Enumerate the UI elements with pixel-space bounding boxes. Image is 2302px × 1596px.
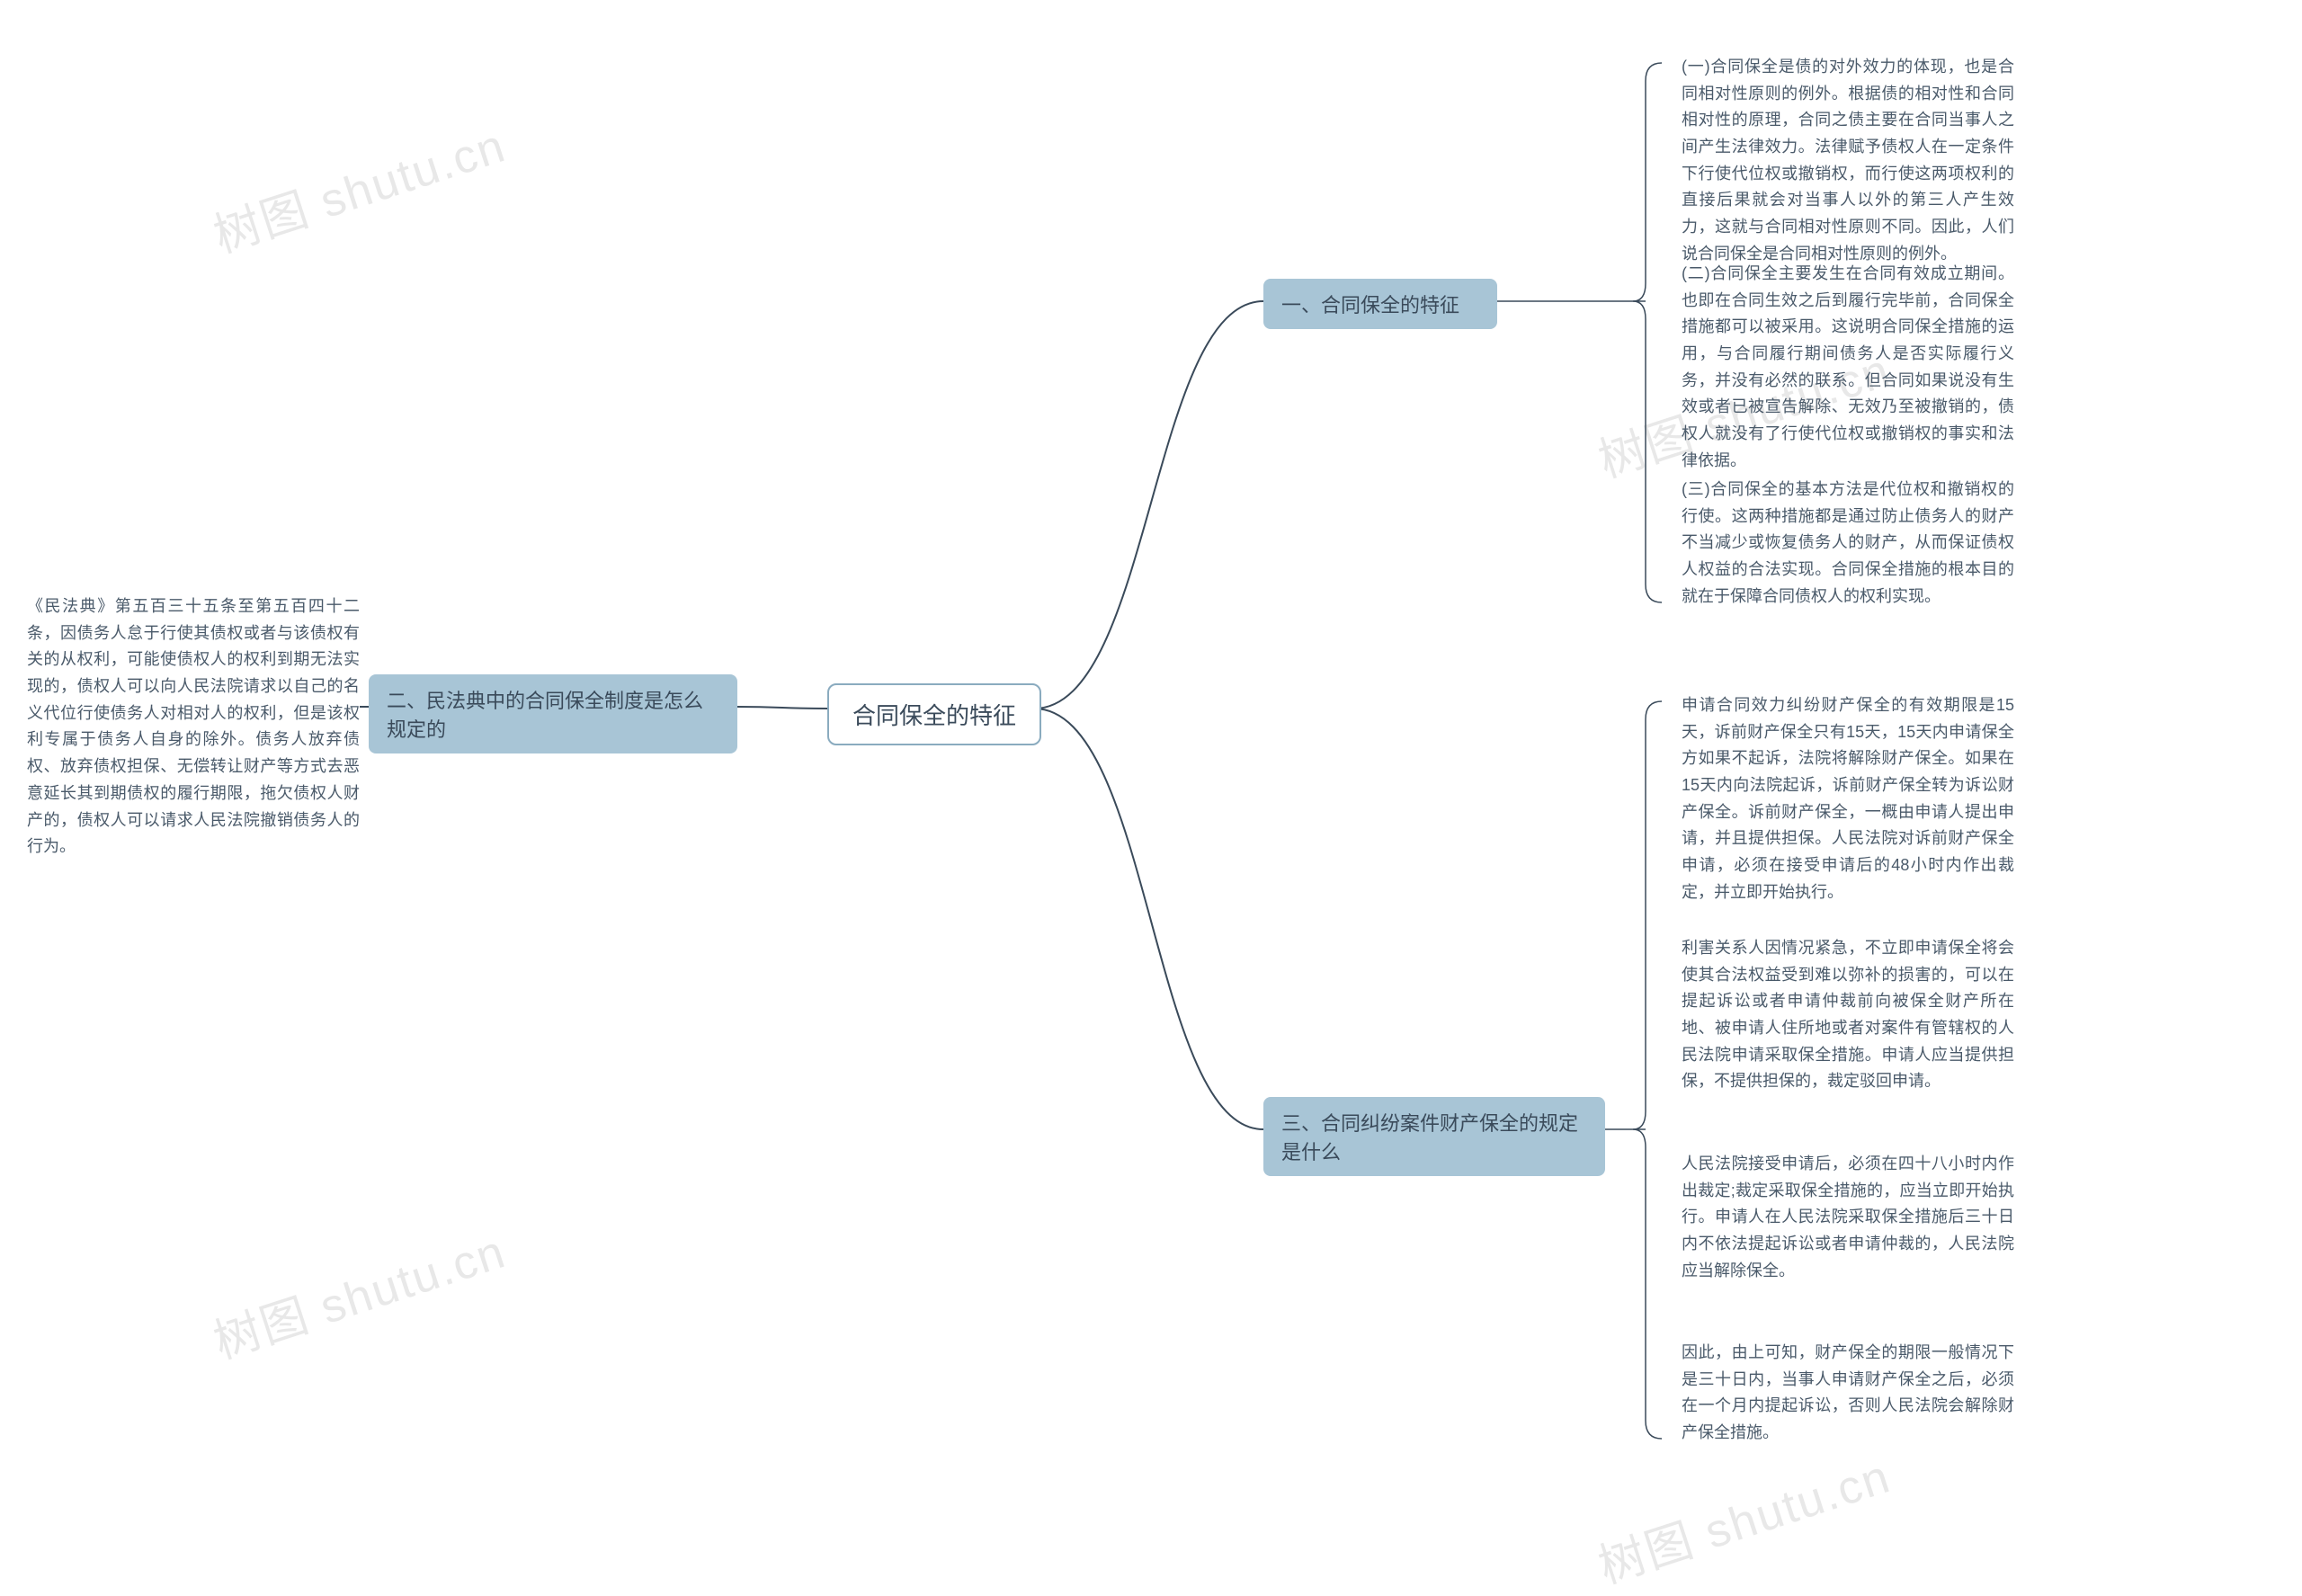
leaf-2-1: 《民法典》第五百三十五条至第五百四十二条，因债务人怠于行使其债权或者与该债权有关… <box>27 593 360 860</box>
leaf-3-2: 利害关系人因情况紧急，不立即申请保全将会使其合法权益受到难以弥补的损害的，可以在… <box>1682 935 2014 1095</box>
watermark: 树图 shutu.cn <box>1589 1439 1898 1596</box>
leaf-3-3: 人民法院接受申请后，必须在四十八小时内作出裁定;裁定采取保全措施的，应当立即开始… <box>1682 1151 2014 1284</box>
watermark: 树图 shutu.cn <box>204 108 513 265</box>
branch-3-label: 三、合同纠纷案件财产保全的规定是什么 <box>1281 1112 1578 1164</box>
leaf-1-3: (三)合同保全的基本方法是代位权和撤销权的行使。这两种措施都是通过防止债务人的财… <box>1682 477 2014 610</box>
branch-node-3: 三、合同纠纷案件财产保全的规定是什么 <box>1263 1097 1605 1176</box>
leaf-1-1: (一)合同保全是债的对外效力的体现，也是合同相对性原则的例外。根据债的相对性和合… <box>1682 54 2014 268</box>
branch-node-1: 一、合同保全的特征 <box>1263 279 1497 329</box>
leaf-3-4: 因此，由上可知，财产保全的期限一般情况下是三十日内，当事人申请财产保全之后，必须… <box>1682 1340 2014 1447</box>
leaf-1-2: (二)合同保全主要发生在合同有效成立期间。也即在合同生效之后到履行完毕前，合同保… <box>1682 261 2014 475</box>
root-node: 合同保全的特征 <box>827 683 1041 745</box>
branch-2-label: 二、民法典中的合同保全制度是怎么规定的 <box>387 690 703 741</box>
branch-1-label: 一、合同保全的特征 <box>1281 294 1459 317</box>
watermark: 树图 shutu.cn <box>204 1214 513 1371</box>
leaf-3-1: 申请合同效力纠纷财产保全的有效期限是15天，诉前财产保全只有15天，15天内申请… <box>1682 692 2014 906</box>
branch-node-2: 二、民法典中的合同保全制度是怎么规定的 <box>369 674 737 753</box>
root-label: 合同保全的特征 <box>852 702 1016 729</box>
